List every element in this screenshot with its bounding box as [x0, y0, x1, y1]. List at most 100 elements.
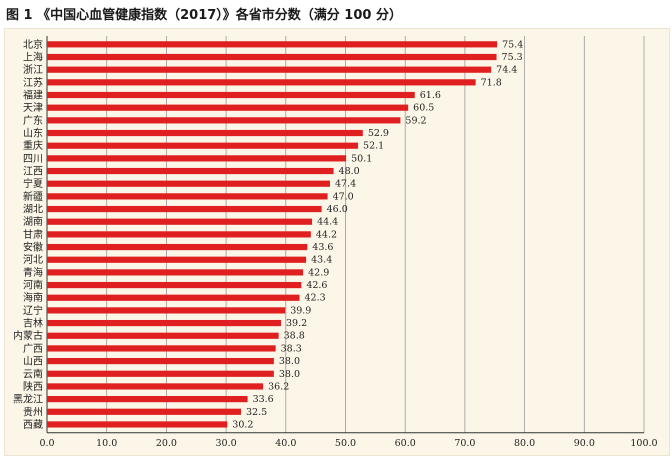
data-label: 44.2: [316, 229, 337, 240]
bar: [47, 408, 242, 415]
category-label: 广东: [23, 114, 43, 127]
data-label: 32.5: [246, 407, 267, 418]
x-tick-label: 90.0: [574, 438, 595, 449]
data-label: 61.6: [420, 90, 441, 101]
data-label: 75.3: [502, 52, 523, 63]
category-label: 陕西: [23, 380, 43, 393]
bar: [47, 332, 279, 339]
category-label: 河北: [23, 254, 43, 266]
x-tick-label: 70.0: [454, 438, 475, 449]
data-label: 39.2: [286, 318, 307, 329]
category-label: 湖北: [23, 204, 43, 216]
category-label: 北京: [23, 38, 43, 51]
bar: [47, 421, 228, 428]
bar: [47, 167, 334, 175]
category-label: 山西: [23, 356, 43, 368]
data-label: 42.3: [305, 293, 326, 304]
data-label: 43.6: [312, 242, 333, 253]
bar: [47, 205, 322, 213]
category-label: 海南: [23, 291, 43, 304]
bar: [47, 395, 248, 403]
bar: [47, 319, 282, 327]
data-label: 52.9: [368, 128, 389, 139]
bar: [47, 104, 409, 111]
category-label: 西藏: [23, 419, 43, 431]
x-tick-label: 60.0: [395, 438, 416, 449]
bar: [47, 142, 359, 149]
bar: [47, 243, 308, 251]
data-label: 75.4: [502, 39, 523, 50]
data-label: 43.4: [311, 255, 332, 266]
x-tick-label: 10.0: [96, 438, 117, 449]
bar: [47, 357, 274, 365]
bar: [47, 91, 415, 99]
data-label: 48.0: [339, 166, 360, 177]
category-label: 福建: [23, 89, 43, 102]
bar: [47, 193, 328, 200]
data-label: 46.0: [327, 204, 348, 215]
data-label: 39.9: [290, 305, 311, 316]
chart-title: 图 1 《中国心血管健康指数（2017）》各省市分数（满分 100 分）: [6, 8, 402, 23]
bar: [47, 66, 492, 73]
bar: [47, 383, 264, 390]
x-tick-label: 80.0: [514, 438, 535, 449]
x-tick-label: 50.0: [335, 438, 356, 449]
bar: [47, 41, 498, 48]
bar: [47, 117, 401, 124]
bar: [47, 345, 276, 352]
bar: [47, 269, 304, 276]
x-tick-label: 30.0: [216, 438, 237, 449]
category-label: 青海: [23, 266, 43, 279]
data-label: 36.2: [268, 381, 289, 392]
category-label: 辽宁: [23, 304, 43, 317]
bar: [47, 231, 311, 238]
x-tick-label: 100.0: [630, 438, 657, 449]
bar: [47, 307, 286, 314]
category-label: 内蒙古: [13, 329, 43, 342]
bar: [47, 155, 347, 162]
category-label: 重庆: [23, 139, 43, 152]
category-label: 宁夏: [23, 177, 43, 190]
data-label: 44.4: [317, 217, 338, 228]
data-label: 38.0: [279, 356, 300, 367]
bar: [47, 256, 307, 263]
data-label: 47.4: [335, 179, 356, 190]
data-label: 42.6: [306, 280, 327, 291]
category-label: 新疆: [23, 190, 43, 203]
data-label: 74.4: [496, 65, 517, 76]
category-label: 黑龙江: [13, 393, 43, 406]
bar: [47, 129, 363, 137]
category-label: 四川: [23, 154, 43, 165]
category-label: 云南: [23, 367, 43, 380]
bar: [47, 370, 274, 377]
x-tick-label: 20.0: [156, 438, 177, 449]
data-label: 71.8: [481, 77, 502, 88]
data-label: 42.9: [308, 267, 329, 278]
category-label: 安徽: [23, 241, 43, 254]
category-label: 甘肃: [23, 228, 43, 241]
category-label: 贵州: [23, 405, 43, 418]
bar: [47, 281, 302, 289]
data-label: 30.2: [232, 419, 253, 430]
category-label: 浙江: [23, 64, 43, 76]
x-tick-label: 40.0: [275, 438, 296, 449]
category-label: 江苏: [23, 76, 43, 89]
data-label: 38.3: [281, 343, 302, 354]
data-label: 47.0: [333, 191, 354, 202]
data-label: 60.5: [413, 103, 434, 114]
data-label: 38.0: [279, 369, 300, 380]
category-label: 吉林: [23, 317, 43, 330]
data-label: 59.2: [405, 115, 426, 126]
data-label: 52.1: [363, 141, 384, 152]
bar: [47, 79, 476, 86]
category-label: 广西: [23, 343, 43, 355]
data-label: 50.1: [351, 153, 372, 164]
bar: [47, 53, 497, 61]
data-label: 33.6: [253, 394, 274, 405]
bar: [47, 180, 330, 187]
category-label: 河南: [23, 279, 43, 292]
category-label: 天津: [23, 102, 43, 114]
category-label: 上海: [23, 51, 43, 64]
bar: [47, 218, 313, 225]
